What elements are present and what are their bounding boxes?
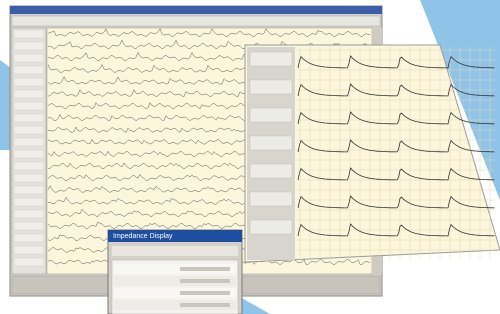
zoom-label-cell xyxy=(250,192,292,206)
zoom-label-cell xyxy=(250,136,292,150)
dialog-header xyxy=(112,246,238,256)
channel-label-cell xyxy=(14,186,44,194)
channel-label-cell xyxy=(14,162,44,170)
zoom-label-cell xyxy=(250,220,292,234)
impedance-bar xyxy=(180,291,230,295)
zoom-label-cell xyxy=(250,52,292,66)
channel-label-cell xyxy=(14,138,44,146)
channel-label-cell xyxy=(14,258,44,266)
channel-label-cell xyxy=(14,90,44,98)
dialog-title: Impedance Display xyxy=(113,233,173,240)
channel-label-cell xyxy=(14,246,44,254)
channel-label-cell xyxy=(14,222,44,230)
channel-label-cell xyxy=(14,114,44,122)
screenshot: Impedance Display xyxy=(0,0,500,314)
channel-label-cell xyxy=(14,174,44,182)
channel-label-cell xyxy=(14,66,44,74)
channel-label-cell xyxy=(14,150,44,158)
impedance-bar xyxy=(180,279,230,283)
title-bar xyxy=(10,6,382,14)
channel-label-cell xyxy=(14,210,44,218)
channel-label-cell xyxy=(14,126,44,134)
channel-label-cell xyxy=(14,42,44,50)
impedance-bar xyxy=(180,303,230,307)
zoom-label-cell xyxy=(250,108,292,122)
zoom-label-cell xyxy=(250,80,292,94)
channel-label-cell xyxy=(14,102,44,110)
channel-label-cell xyxy=(14,234,44,242)
impedance-dialog: Impedance Display xyxy=(108,230,242,314)
channel-label-cell xyxy=(14,198,44,206)
impedance-bar xyxy=(180,267,230,271)
channel-label-cell xyxy=(14,78,44,86)
channel-label-cell xyxy=(14,30,44,38)
channel-label-cell xyxy=(14,54,44,62)
toolbar[interactable] xyxy=(12,16,380,26)
zoom-label-cell xyxy=(250,164,292,178)
